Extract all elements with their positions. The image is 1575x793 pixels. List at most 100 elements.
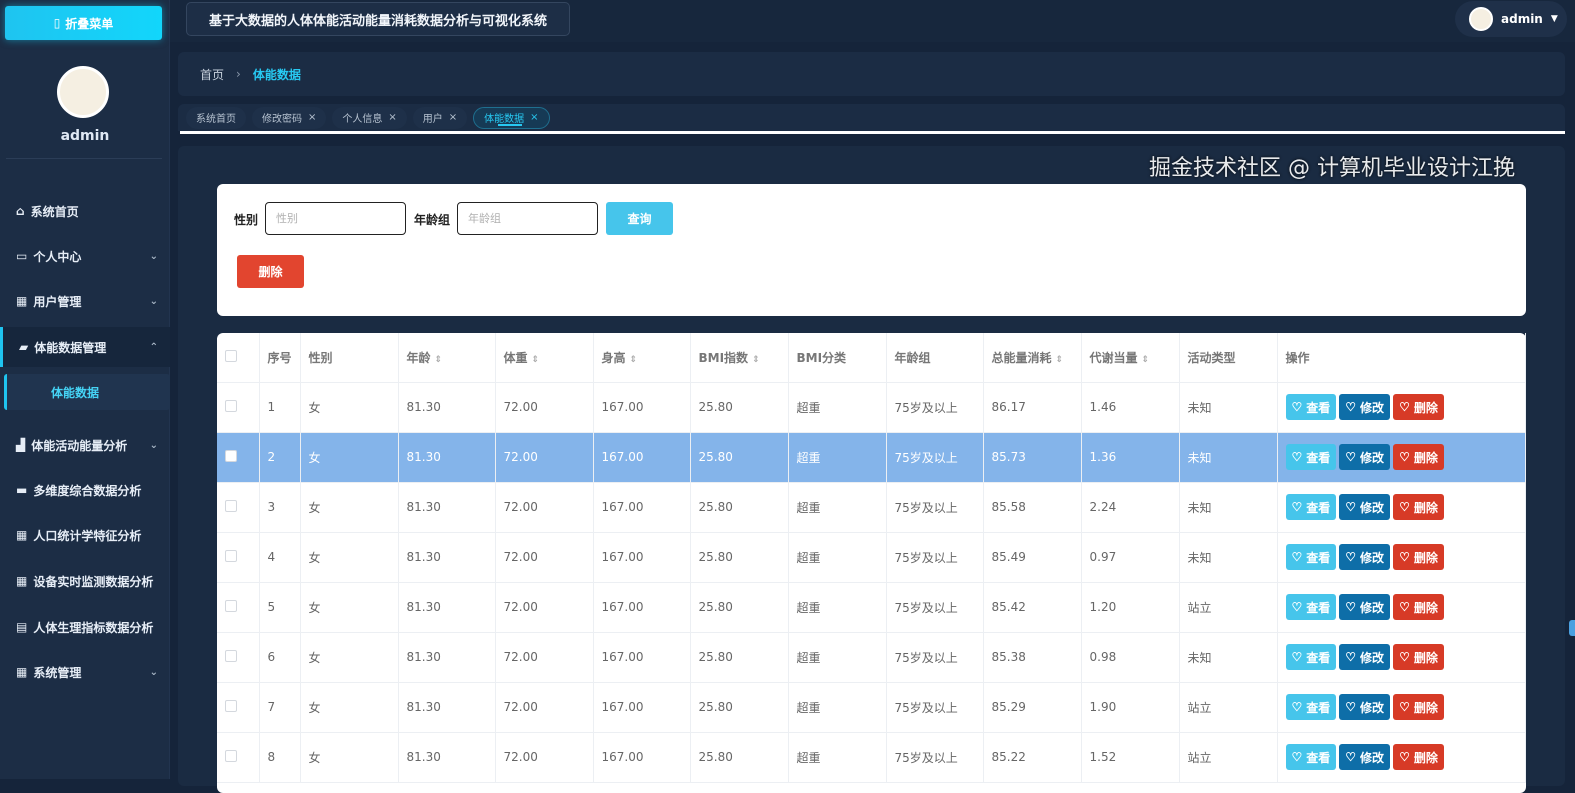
tab-1[interactable]: 修改密码 × (252, 106, 327, 129)
tab-3[interactable]: 用户 × (412, 106, 468, 129)
checkbox[interactable] (225, 549, 237, 562)
table-row[interactable]: 4 女 81.30 72.00 167.00 25.80 超重 75岁及以上 85.49 0.97… (217, 532, 1526, 583)
column-header[interactable]: 代谢当量 ⇕ (1081, 333, 1180, 383)
batch-delete-button[interactable]: 删除 (237, 255, 304, 288)
sort-icon[interactable]: ⇕ (1055, 354, 1064, 365)
delete-button[interactable]: ♡ 删除 (1393, 744, 1444, 770)
delete-button[interactable]: ♡ 删除 (1393, 394, 1444, 420)
sidebar-subitem-physical-data[interactable]: 体能数据 (4, 374, 170, 410)
delete-button[interactable]: ♡ 删除 (1393, 694, 1444, 720)
age-group-input[interactable] (457, 202, 598, 235)
checkbox[interactable] (225, 499, 237, 512)
sort-icon[interactable]: ⇕ (752, 354, 760, 365)
checkbox[interactable] (225, 699, 237, 712)
breadcrumb-home[interactable]: 首页 (200, 67, 225, 82)
sidebar-item-label: 设备实时监测数据分析 (33, 574, 154, 589)
tab-2[interactable]: 个人信息 × (332, 106, 407, 129)
table-row[interactable]: 3 女 81.30 72.00 167.00 25.80 超重 75岁及以上 85.58 2.24… (217, 482, 1526, 533)
view-button[interactable]: ♡ 查看 (1285, 544, 1337, 570)
query-button[interactable]: 查询 (606, 202, 673, 235)
table-row[interactable]: 6 女 81.30 72.00 167.00 25.80 超重 75岁及以上 85.38 0.98… (217, 632, 1526, 683)
user-menu[interactable]: admin ▼ (1455, 1, 1567, 37)
sidebar-item-5[interactable]: ▬ 多维度综合数据分析 (0, 470, 170, 510)
view-button[interactable]: ♡ 查看 (1285, 594, 1337, 620)
view-button[interactable]: ♡ 查看 (1285, 394, 1337, 420)
column-header[interactable]: BMI指数 ⇕ (690, 333, 789, 383)
checkbox[interactable] (225, 649, 237, 662)
table-row[interactable]: 1 女 81.30 72.00 167.00 25.80 超重 75岁及以上 86.17 1.46… (217, 382, 1526, 433)
column-header[interactable]: 身高 ⇕ (593, 333, 691, 383)
delete-button[interactable]: ♡ 删除 (1393, 544, 1444, 570)
tab-4[interactable]: 体能数据 × (473, 106, 550, 129)
actions-cell: ♡ 查看 ♡ 修改 ♡ 删除 (1277, 532, 1526, 583)
close-icon[interactable]: × (388, 112, 397, 123)
sidebar-item-8[interactable]: ▤ 人体生理指标数据分析 (0, 607, 170, 647)
delete-button[interactable]: ♡ 删除 (1393, 494, 1444, 520)
row-checkbox-cell[interactable] (217, 682, 260, 733)
delete-button[interactable]: ♡ 删除 (1393, 444, 1444, 470)
row-checkbox-cell[interactable] (217, 532, 260, 583)
tab-0[interactable]: 系统首页 (186, 106, 246, 129)
column-header[interactable]: 体重 ⇕ (495, 333, 594, 383)
data-table: 序号 性别 年龄 ⇕ 体重 ⇕ 身高 ⇕ BMI指数 ⇕ BMI分类 年龄组 总能量消耗 ⇕ 代谢当量 ⇕ 活动… (217, 333, 1526, 783)
close-icon[interactable]: × (308, 112, 317, 123)
table-cell: 72.00 (495, 732, 594, 783)
tab-underline (498, 123, 523, 126)
sidebar-item-7[interactable]: ▦ 设备实时监测数据分析 (0, 561, 170, 601)
table-row[interactable]: 8 女 81.30 72.00 167.00 25.80 超重 75岁及以上 85.22 1.52… (217, 732, 1526, 783)
view-button[interactable]: ♡ 查看 (1285, 644, 1337, 670)
view-button[interactable]: ♡ 查看 (1285, 494, 1337, 520)
edit-button[interactable]: ♡ 修改 (1339, 494, 1391, 520)
row-checkbox-cell[interactable] (217, 482, 260, 533)
delete-button[interactable]: ♡ 删除 (1393, 644, 1444, 670)
close-icon[interactable]: × (448, 112, 458, 123)
view-button[interactable]: ♡ 查看 (1285, 694, 1337, 720)
edit-button[interactable]: ♡ 修改 (1339, 744, 1391, 770)
row-checkbox-cell[interactable] (217, 732, 260, 783)
collapse-menu-button[interactable]: ▯ 折叠菜单 (5, 6, 162, 40)
row-checkbox-cell[interactable] (217, 582, 260, 633)
row-checkbox-cell[interactable] (217, 432, 260, 483)
table-cell: 2.24 (1081, 482, 1180, 533)
checkbox[interactable] (225, 449, 237, 462)
heart-icon: ♡ (1399, 700, 1410, 714)
scrollbar[interactable] (1569, 620, 1575, 636)
edit-button[interactable]: ♡ 修改 (1339, 394, 1391, 420)
checkbox[interactable] (225, 749, 237, 762)
sort-icon[interactable]: ⇕ (629, 354, 638, 365)
sidebar-item-2[interactable]: ▦ 用户管理 ⌄ (0, 281, 170, 321)
checkbox[interactable] (225, 349, 237, 362)
table-row[interactable]: 2 女 81.30 72.00 167.00 25.80 超重 75岁及以上 85.73 1.36… (217, 432, 1526, 483)
checkbox[interactable] (225, 399, 237, 412)
table-row[interactable]: 5 女 81.30 72.00 167.00 25.80 超重 75岁及以上 85.42 1.20… (217, 582, 1526, 633)
view-button[interactable]: ♡ 查看 (1285, 744, 1337, 770)
sidebar-item-6[interactable]: ▦ 人口统计学特征分析 (0, 515, 170, 555)
sidebar-item-3[interactable]: ▰ 体能数据管理 ⌃ (0, 327, 170, 367)
heart-icon: ♡ (1399, 400, 1410, 414)
sort-icon[interactable]: ⇕ (1141, 354, 1150, 365)
row-checkbox-cell[interactable] (217, 632, 260, 683)
sidebar-item-0[interactable]: ⌂ 系统首页 (0, 191, 170, 231)
edit-button[interactable]: ♡ 修改 (1339, 444, 1391, 470)
table-row[interactable]: 7 女 81.30 72.00 167.00 25.80 超重 75岁及以上 85.29 1.90… (217, 682, 1526, 733)
select-all-checkbox-cell[interactable] (217, 333, 260, 383)
table-cell: 女 (300, 682, 399, 733)
edit-button[interactable]: ♡ 修改 (1339, 644, 1391, 670)
table-cell: 女 (300, 432, 399, 483)
view-button[interactable]: ♡ 查看 (1285, 444, 1337, 470)
row-checkbox-cell[interactable] (217, 382, 260, 433)
gender-input[interactable] (265, 202, 406, 235)
column-header[interactable]: 总能量消耗 ⇕ (983, 333, 1082, 383)
edit-button[interactable]: ♡ 修改 (1339, 544, 1391, 570)
sidebar-item-1[interactable]: ▭ 个人中心 ⌄ (0, 236, 170, 276)
close-icon[interactable]: × (530, 112, 539, 123)
sidebar-item-4[interactable]: ▟ 体能活动能量分析 ⌄ (0, 425, 170, 465)
edit-button[interactable]: ♡ 修改 (1339, 694, 1391, 720)
checkbox[interactable] (225, 599, 237, 612)
sort-icon[interactable]: ⇕ (531, 354, 540, 365)
delete-button[interactable]: ♡ 删除 (1393, 594, 1444, 620)
column-header[interactable]: 年龄 ⇕ (398, 333, 496, 383)
sidebar-item-9[interactable]: ▦ 系统管理 ⌄ (0, 652, 170, 692)
sort-icon[interactable]: ⇕ (434, 354, 443, 365)
edit-button[interactable]: ♡ 修改 (1339, 594, 1391, 620)
